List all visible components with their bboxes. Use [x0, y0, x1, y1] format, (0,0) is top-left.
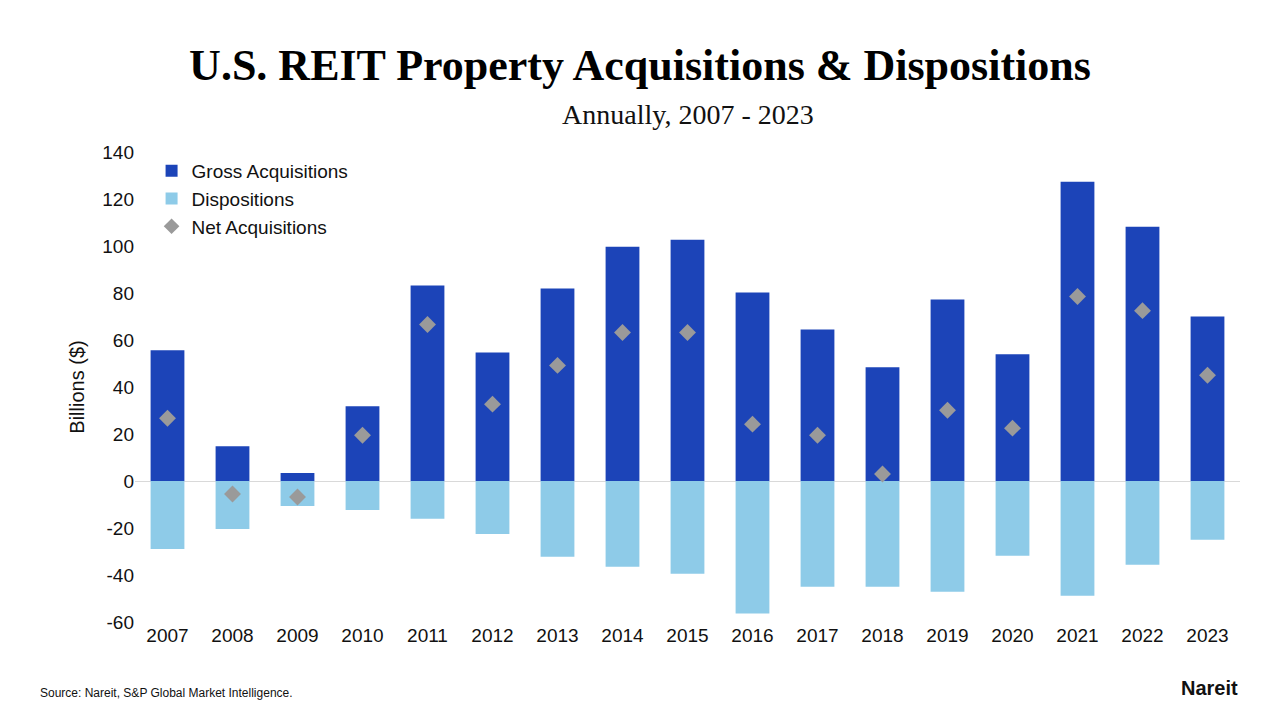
svg-text:2020: 2020 [991, 625, 1033, 646]
svg-text:Nareit: Nareit [1181, 677, 1238, 699]
svg-text:2012: 2012 [471, 625, 513, 646]
svg-text:0: 0 [123, 471, 134, 492]
svg-text:2013: 2013 [536, 625, 578, 646]
svg-text:Billions ($): Billions ($) [66, 340, 88, 433]
svg-text:-20: -20 [107, 518, 134, 539]
svg-text:120: 120 [102, 189, 134, 210]
svg-text:2008: 2008 [211, 625, 253, 646]
svg-text:2016: 2016 [731, 625, 773, 646]
svg-text:Source: Nareit, S&P Global Mar: Source: Nareit, S&P Global Market Intell… [40, 686, 293, 700]
svg-text:60: 60 [113, 330, 134, 351]
svg-text:2007: 2007 [146, 625, 188, 646]
svg-text:Net Acquisitions: Net Acquisitions [192, 217, 327, 238]
svg-text:-60: -60 [107, 612, 134, 633]
svg-text:140: 140 [102, 142, 134, 163]
svg-text:2018: 2018 [861, 625, 903, 646]
svg-text:Gross Acquisitions: Gross Acquisitions [192, 161, 348, 182]
svg-text:2019: 2019 [926, 625, 968, 646]
svg-text:100: 100 [102, 236, 134, 257]
svg-text:2022: 2022 [1121, 625, 1163, 646]
svg-text:2009: 2009 [276, 625, 318, 646]
svg-text:2023: 2023 [1186, 625, 1228, 646]
svg-text:40: 40 [113, 377, 134, 398]
svg-text:20: 20 [113, 424, 134, 445]
svg-text:Annually, 2007 - 2023: Annually, 2007 - 2023 [562, 99, 814, 130]
svg-text:U.S. REIT Property Acquisition: U.S. REIT Property Acquisitions & Dispos… [189, 41, 1091, 90]
svg-text:2010: 2010 [341, 625, 383, 646]
svg-text:2021: 2021 [1056, 625, 1098, 646]
svg-text:2011: 2011 [407, 625, 448, 646]
svg-text:-40: -40 [107, 565, 134, 586]
svg-text:Dispositions: Dispositions [192, 189, 294, 210]
svg-text:2015: 2015 [666, 625, 708, 646]
svg-text:80: 80 [113, 283, 134, 304]
svg-text:2014: 2014 [601, 625, 644, 646]
svg-text:2017: 2017 [796, 625, 838, 646]
